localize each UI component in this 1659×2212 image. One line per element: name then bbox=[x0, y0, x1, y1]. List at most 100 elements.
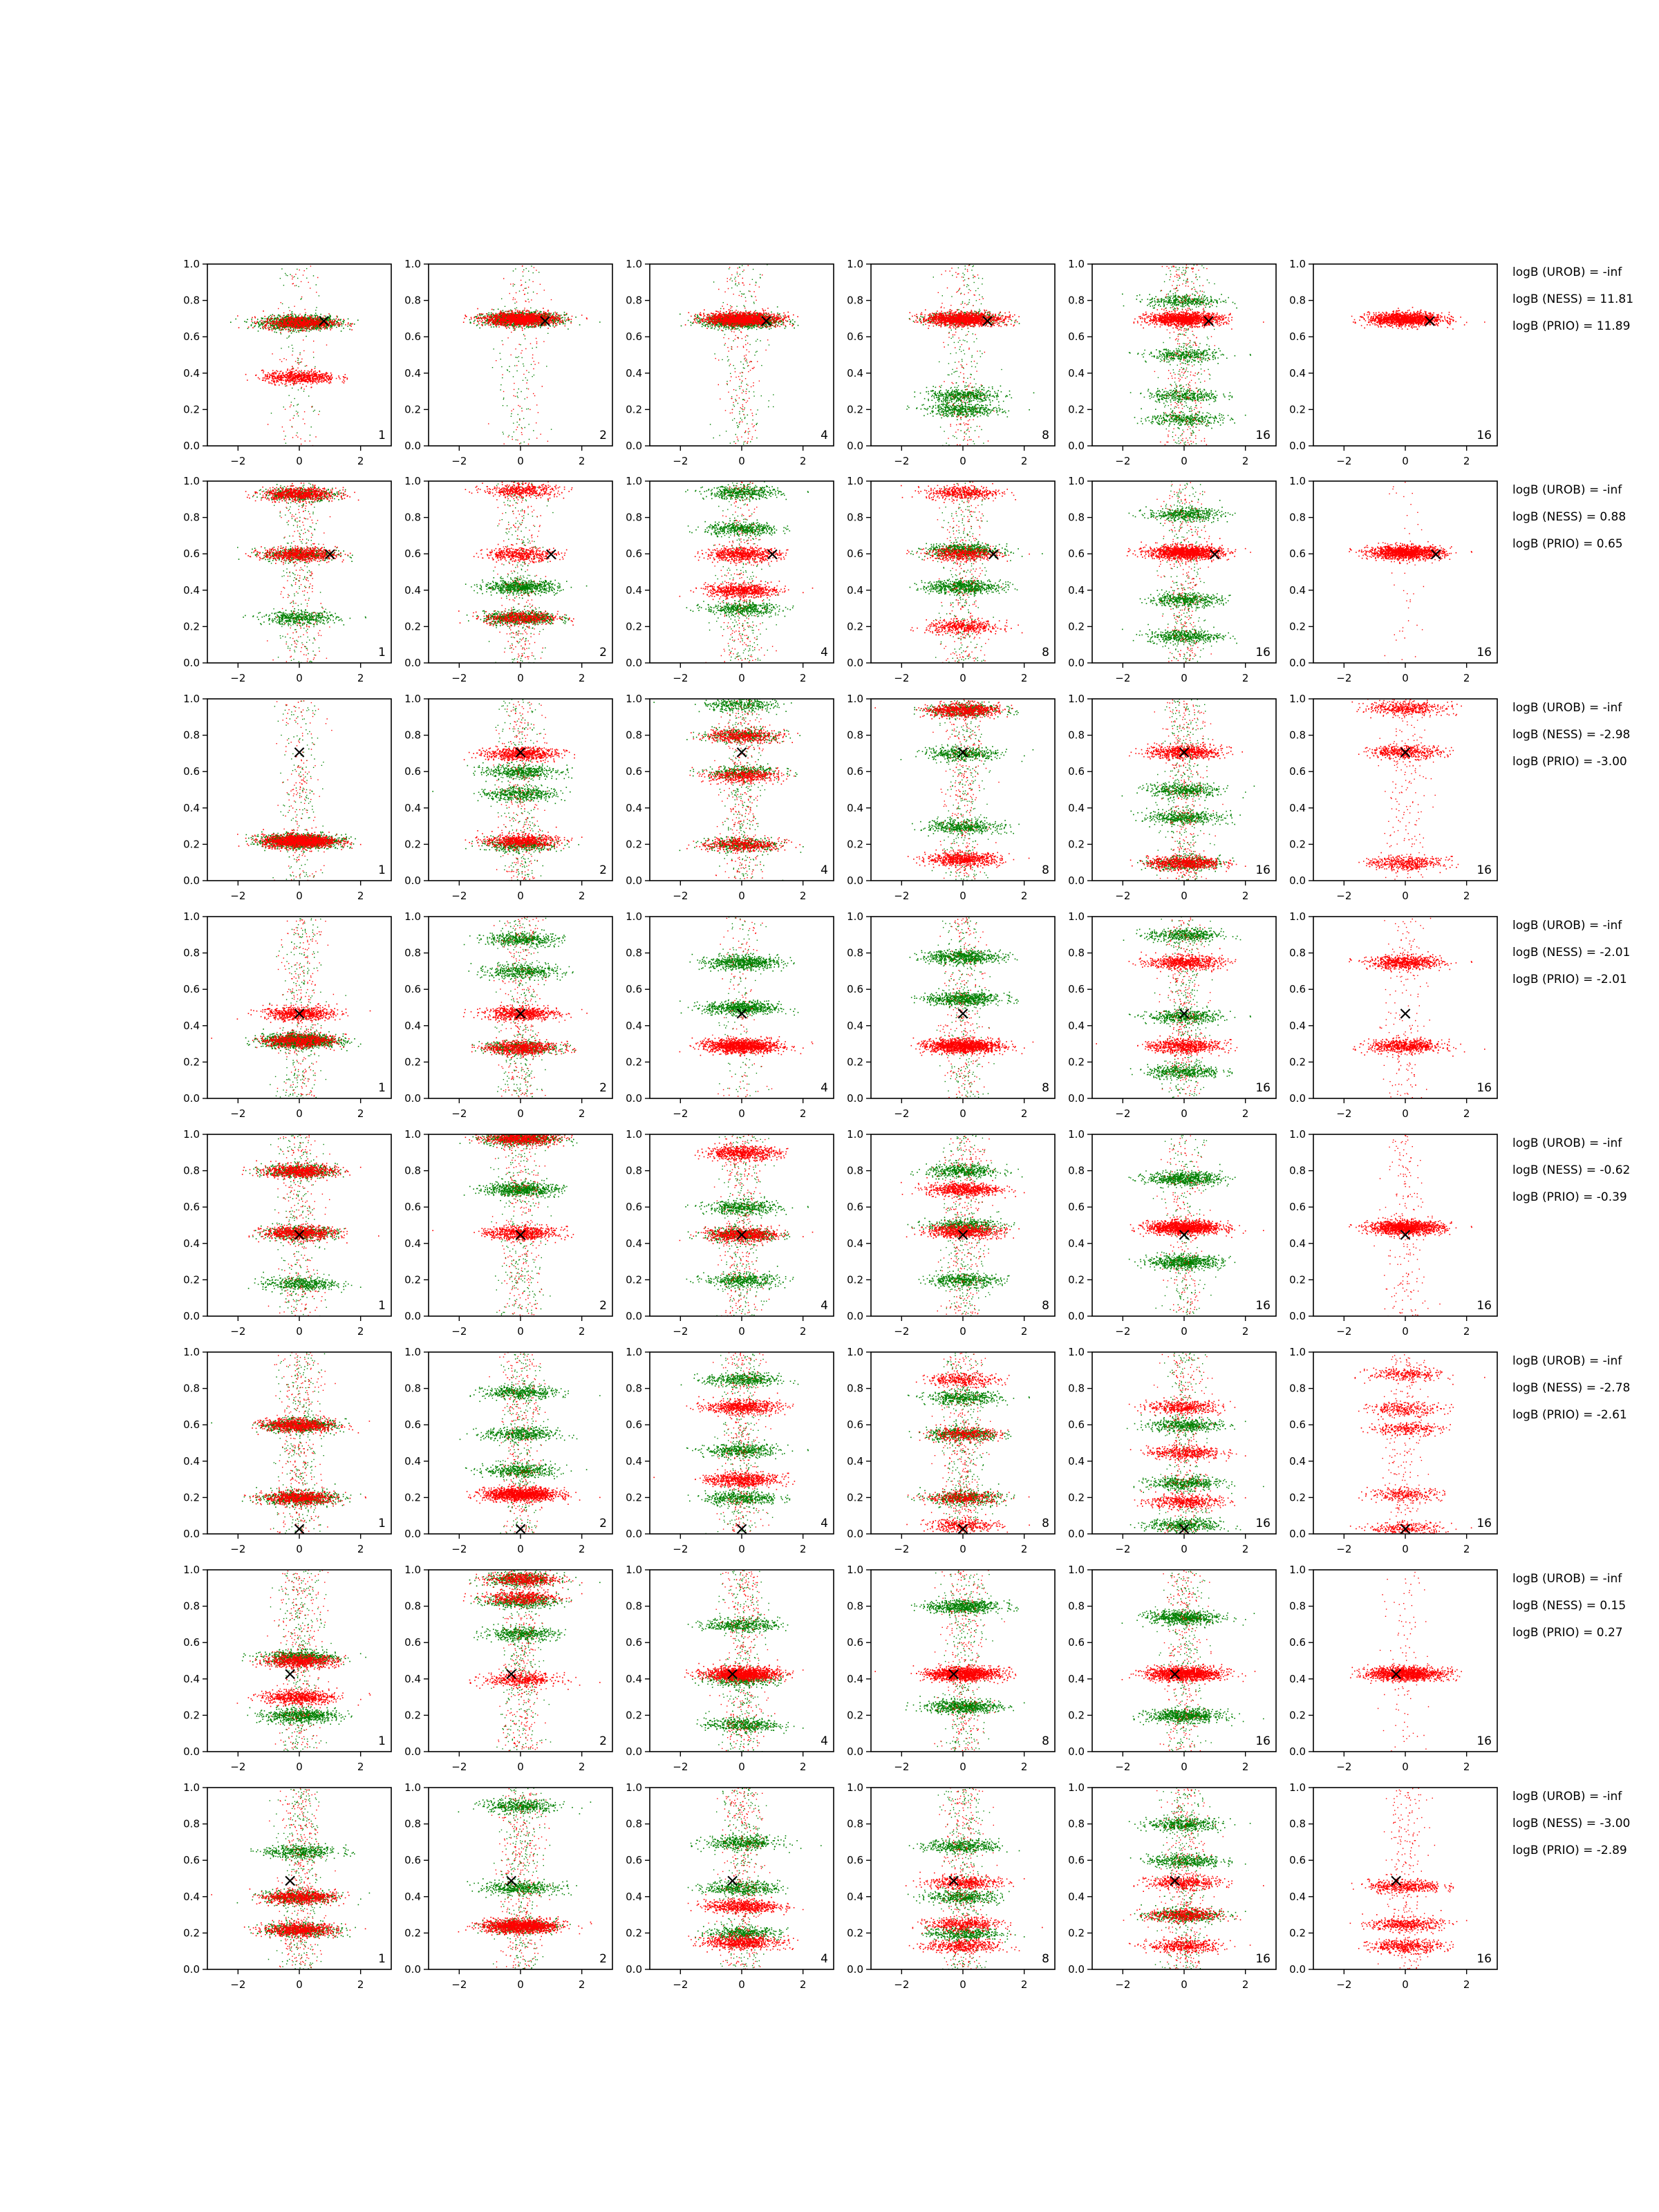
x-tick-label: 0 bbox=[1181, 1543, 1188, 1555]
x-tick-label: −2 bbox=[894, 890, 909, 902]
y-tick-label: 0.4 bbox=[183, 802, 200, 814]
y-tick-label: 0.6 bbox=[847, 765, 863, 778]
panel-count-label: 16 bbox=[1477, 1517, 1492, 1530]
x-tick-label: 2 bbox=[1021, 1107, 1028, 1120]
x-tick-label: −2 bbox=[894, 1761, 909, 1773]
target-marker: × bbox=[1428, 544, 1443, 565]
y-tick-label: 0.0 bbox=[404, 1528, 421, 1540]
x-tick-label: 2 bbox=[1021, 1761, 1028, 1773]
x-tick-label: 0 bbox=[1181, 1325, 1188, 1338]
y-tick-label: 0.8 bbox=[1289, 294, 1306, 307]
panel-count-label: 8 bbox=[1042, 1734, 1049, 1748]
target-marker: × bbox=[513, 1225, 528, 1246]
y-tick-label: 0.0 bbox=[404, 440, 421, 452]
x-tick-label: −2 bbox=[894, 1325, 909, 1338]
y-tick-label: 0.4 bbox=[847, 584, 863, 597]
y-tick-label: 0.6 bbox=[1068, 765, 1085, 778]
logb-annotation: logB (NESS) = 11.81 bbox=[1512, 292, 1633, 306]
y-tick-label: 0.6 bbox=[847, 983, 863, 995]
x-tick-label: 2 bbox=[800, 1325, 807, 1338]
panel-count-label: 2 bbox=[599, 1952, 607, 1966]
panel-count-label: 2 bbox=[599, 646, 607, 659]
x-tick-label: 2 bbox=[357, 890, 364, 902]
x-tick-label: 2 bbox=[1242, 1978, 1249, 1991]
y-tick-label: 0.2 bbox=[847, 1273, 863, 1286]
panel-count-label: 2 bbox=[599, 1081, 607, 1095]
x-tick-label: 0 bbox=[1402, 1107, 1409, 1120]
y-tick-label: 0.4 bbox=[847, 1237, 863, 1250]
y-tick-label: 0.6 bbox=[1068, 330, 1085, 343]
target-marker: × bbox=[1168, 1664, 1183, 1685]
y-tick-label: 0.0 bbox=[847, 1092, 863, 1105]
y-tick-label: 0.8 bbox=[626, 1818, 642, 1830]
x-tick-label: 2 bbox=[1242, 455, 1249, 467]
y-tick-label: 0.2 bbox=[626, 1927, 642, 1939]
y-tick-label: 0.0 bbox=[1068, 1092, 1085, 1105]
y-tick-label: 1.0 bbox=[404, 910, 421, 923]
x-tick-label: 2 bbox=[1242, 1325, 1249, 1338]
y-tick-label: 0.0 bbox=[1289, 1310, 1306, 1322]
logb-annotation: logB (NESS) = -2.78 bbox=[1512, 1381, 1630, 1395]
x-tick-label: 0 bbox=[738, 672, 745, 684]
target-marker: × bbox=[504, 1871, 519, 1891]
y-tick-label: 0.8 bbox=[404, 1818, 421, 1830]
x-tick-label: −2 bbox=[673, 455, 688, 467]
target-marker: × bbox=[1398, 1003, 1413, 1024]
panel-count-label: 1 bbox=[378, 1734, 386, 1748]
y-tick-label: 0.2 bbox=[183, 1709, 200, 1721]
y-tick-label: 0.6 bbox=[1289, 1418, 1306, 1431]
target-marker: × bbox=[725, 1664, 740, 1685]
y-tick-label: 0.4 bbox=[847, 367, 863, 379]
x-tick-label: 0 bbox=[738, 1107, 745, 1120]
x-tick-label: 2 bbox=[579, 1325, 585, 1338]
y-tick-label: 0.8 bbox=[626, 1165, 642, 1177]
y-tick-label: 0.4 bbox=[1068, 1455, 1085, 1468]
y-tick-label: 0.8 bbox=[183, 294, 200, 307]
y-tick-label: 0.4 bbox=[1068, 1237, 1085, 1250]
x-tick-label: 0 bbox=[1181, 672, 1188, 684]
y-tick-label: 0.4 bbox=[1289, 802, 1306, 814]
x-tick-label: 0 bbox=[738, 890, 745, 902]
target-marker: × bbox=[292, 742, 307, 762]
y-tick-label: 0.8 bbox=[1289, 1382, 1306, 1395]
y-tick-label: 0.6 bbox=[404, 983, 421, 995]
x-tick-label: 0 bbox=[1181, 1107, 1188, 1120]
target-marker: × bbox=[759, 311, 774, 332]
target-marker: × bbox=[1177, 1225, 1192, 1246]
y-tick-label: 1.0 bbox=[1289, 1564, 1306, 1576]
target-marker: × bbox=[765, 544, 780, 565]
y-tick-label: 0.6 bbox=[847, 1418, 863, 1431]
y-tick-label: 0.8 bbox=[1068, 1382, 1085, 1395]
x-tick-label: −2 bbox=[451, 1543, 467, 1555]
y-tick-label: 0.6 bbox=[626, 983, 642, 995]
y-tick-label: 0.0 bbox=[626, 1528, 642, 1540]
x-tick-label: 0 bbox=[1402, 1978, 1409, 1991]
y-tick-label: 0.4 bbox=[626, 1673, 642, 1685]
y-tick-label: 1.0 bbox=[183, 693, 200, 705]
y-tick-label: 0.6 bbox=[1068, 1201, 1085, 1213]
x-tick-label: 2 bbox=[579, 1107, 585, 1120]
x-tick-label: −2 bbox=[673, 1543, 688, 1555]
logb-annotation: logB (NESS) = -2.01 bbox=[1512, 946, 1630, 959]
y-tick-label: 0.6 bbox=[847, 1636, 863, 1649]
y-tick-label: 0.8 bbox=[847, 729, 863, 742]
y-tick-label: 0.8 bbox=[183, 1165, 200, 1177]
x-tick-label: −2 bbox=[673, 1107, 688, 1120]
x-tick-label: −2 bbox=[451, 1107, 467, 1120]
y-tick-label: 0.6 bbox=[404, 765, 421, 778]
x-tick-label: 0 bbox=[517, 1761, 524, 1773]
y-tick-label: 1.0 bbox=[183, 1564, 200, 1576]
x-tick-label: 0 bbox=[959, 455, 966, 467]
target-marker: × bbox=[513, 1003, 528, 1024]
x-tick-label: 0 bbox=[517, 1325, 524, 1338]
y-tick-label: 0.2 bbox=[847, 1491, 863, 1503]
target-marker: × bbox=[980, 311, 995, 332]
y-tick-label: 1.0 bbox=[183, 910, 200, 923]
y-tick-label: 0.6 bbox=[626, 1418, 642, 1431]
y-tick-label: 0.4 bbox=[1289, 1673, 1306, 1685]
y-tick-label: 0.4 bbox=[626, 802, 642, 814]
logb-annotation: logB (UROB) = -inf bbox=[1512, 1790, 1622, 1803]
y-tick-label: 0.8 bbox=[847, 1165, 863, 1177]
x-tick-label: 0 bbox=[296, 1543, 303, 1555]
y-tick-label: 0.0 bbox=[404, 657, 421, 669]
